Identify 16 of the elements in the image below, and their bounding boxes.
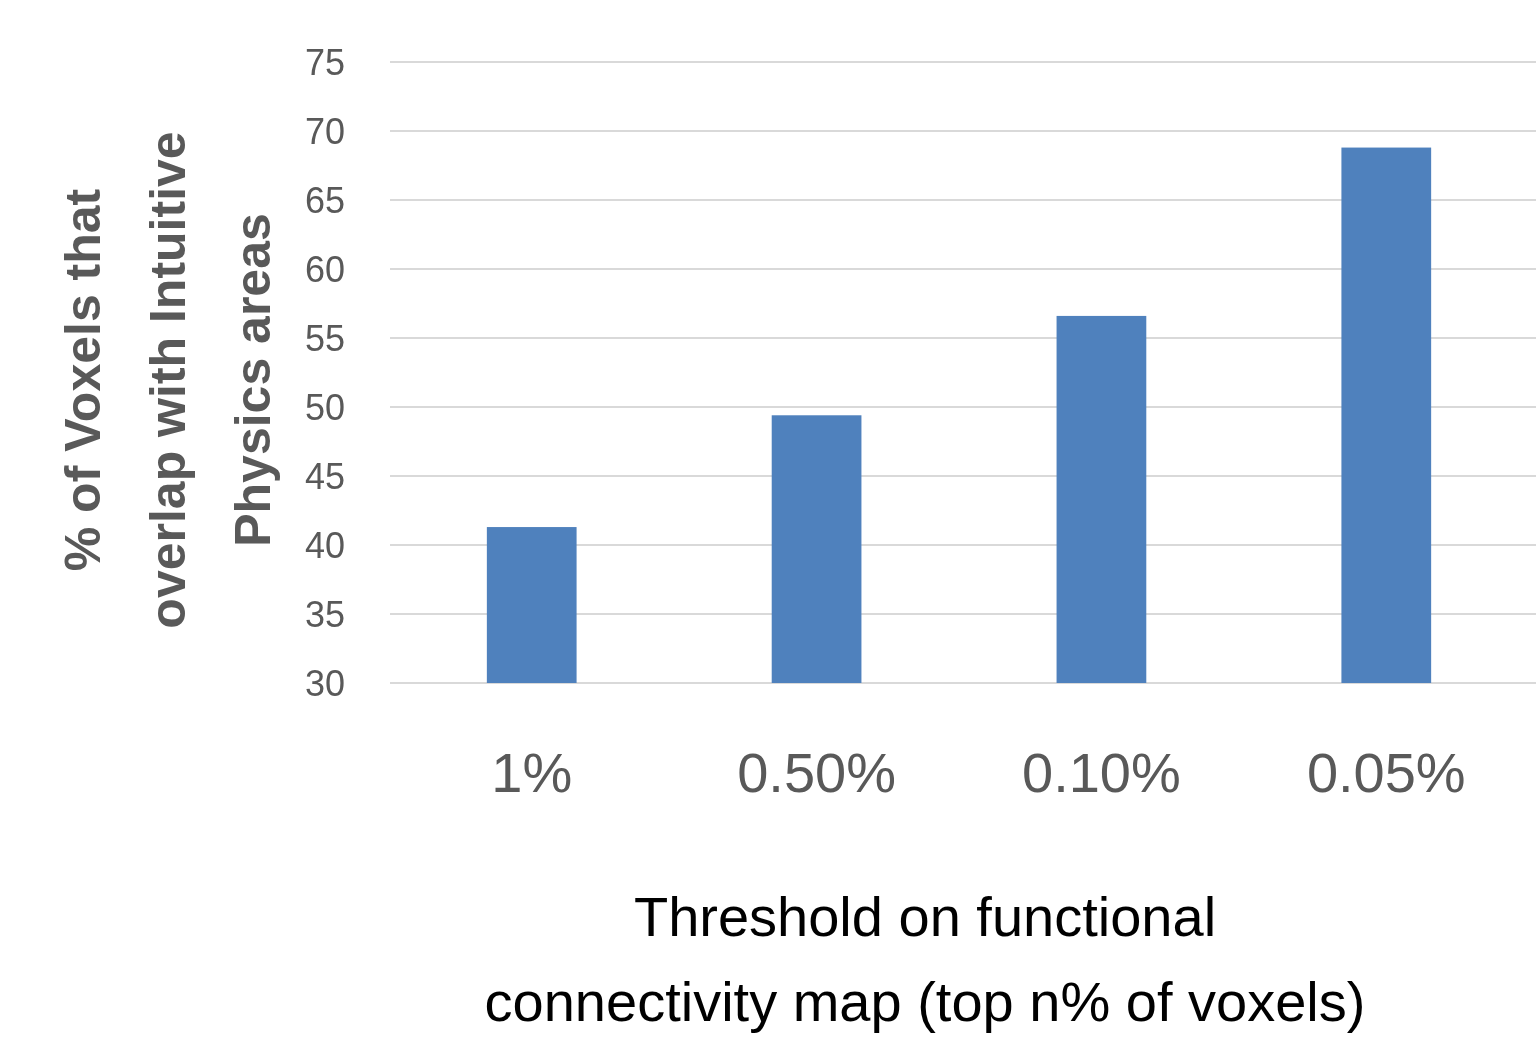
y-tick-label: 75 [304, 41, 345, 83]
x-tick-label: 0.50% [737, 741, 896, 804]
y-tick-label: 70 [304, 110, 345, 152]
y-tick-label: 40 [304, 524, 345, 566]
y-tick-label: 55 [304, 317, 345, 359]
x-tick-label: 1% [491, 741, 573, 804]
y-tick-label: 35 [304, 593, 345, 635]
y-tick-label: 45 [304, 455, 345, 497]
x-axis-title: Threshold on functional connectivity map (top n% of voxels) [484, 885, 1366, 1033]
y-axis-title: % of Voxels that overlap with Intuitive Physics areas [55, 131, 281, 629]
y-tick-label: 50 [304, 386, 345, 428]
y-tick-label: 60 [304, 248, 345, 290]
y-tick-label: 30 [304, 662, 345, 704]
x-tick-label: 0.10% [1022, 741, 1181, 804]
y-tick-label: 65 [304, 179, 345, 221]
x-tick-label: 0.05% [1306, 741, 1466, 804]
